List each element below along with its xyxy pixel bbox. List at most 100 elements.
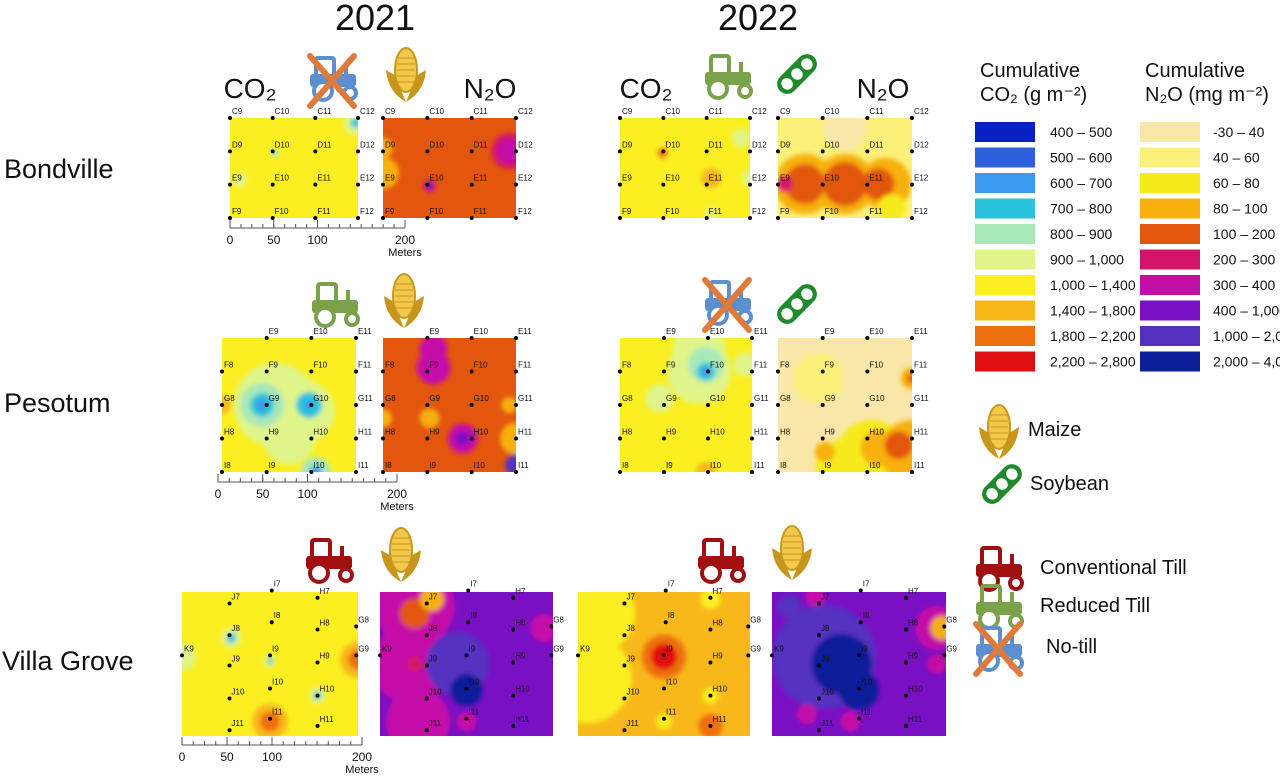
sample-point (820, 369, 825, 374)
point-label: I10 (469, 677, 481, 686)
tractor-icon (306, 538, 354, 584)
gas-label: N₂O (857, 73, 910, 104)
sample-point (865, 470, 870, 474)
point-label: K9 (774, 644, 784, 653)
sample-point (514, 116, 518, 120)
no-till-cross (702, 277, 752, 333)
sample-point (622, 728, 627, 733)
sample-point (942, 624, 947, 629)
sample-point (662, 336, 666, 340)
point-label: F11 (754, 361, 768, 370)
sample-point (618, 436, 622, 441)
point-label: J7 (429, 593, 438, 602)
contour-blob (907, 373, 912, 384)
sample-point (425, 470, 430, 474)
point-label: F8 (780, 361, 790, 370)
sample-point (315, 723, 320, 728)
sample-point (313, 116, 318, 120)
contour-blob (350, 118, 358, 128)
point-label: G8 (946, 616, 957, 625)
tractor-cab (316, 282, 338, 304)
point-label: D11 (474, 140, 489, 149)
sample-point (816, 696, 821, 701)
point-label: D11 (709, 140, 724, 149)
point-label: J7 (232, 593, 241, 602)
point-label: E9 (622, 174, 632, 183)
sample-point (511, 693, 516, 698)
sample-point (706, 403, 710, 407)
contour-blob (823, 118, 867, 150)
sample-point (576, 653, 580, 658)
sample-point (381, 149, 385, 154)
legend-label: 80 – 100 (1213, 201, 1268, 217)
tractor-wheel (308, 562, 330, 584)
sample-point (776, 116, 780, 120)
contour-blob (505, 454, 516, 472)
point-label: H8 (780, 428, 791, 437)
symbol-label: Reduced Till (1040, 595, 1150, 617)
maize-leaf (404, 296, 424, 328)
sample-point (356, 149, 360, 154)
sample-point (425, 182, 430, 187)
maize-leaf (386, 70, 406, 102)
point-label: H7 (320, 587, 331, 596)
sample-point (514, 216, 518, 220)
sample-point (425, 216, 430, 220)
legend-label: 60 – 80 (1213, 175, 1260, 191)
sample-point (514, 436, 518, 441)
sample-point (381, 216, 385, 220)
point-label: H10 (320, 685, 335, 694)
point-label: G9 (429, 394, 440, 403)
map-contours (383, 338, 516, 472)
point-label: C11 (474, 107, 489, 116)
sample-point (816, 601, 821, 606)
point-label: I11 (272, 708, 283, 717)
point-label: F9 (666, 361, 676, 370)
sample-point (315, 693, 320, 698)
year-heading: 2022 (718, 0, 798, 38)
sample-point (910, 369, 914, 374)
legend-swatch (975, 300, 1035, 321)
point-label: H7 (712, 587, 723, 596)
point-label: I11 (754, 461, 765, 470)
sample-point (514, 369, 518, 374)
point-label: C9 (385, 107, 396, 116)
sample-point (857, 716, 861, 721)
tractor-wheel (700, 562, 722, 584)
contour-blob (419, 408, 440, 429)
point-label: E11 (754, 327, 768, 336)
point-label: C12 (914, 107, 929, 116)
heat-map (778, 118, 912, 218)
sample-point (511, 627, 516, 632)
point-label: E12 (914, 174, 929, 183)
point-label: D10 (825, 140, 840, 149)
legend-label: 800 – 900 (1050, 226, 1112, 242)
point-label: F8 (385, 361, 395, 370)
sample-point (750, 436, 754, 441)
point-label: I10 (869, 461, 881, 470)
sample-point (820, 436, 825, 441)
point-label: E12 (518, 174, 533, 183)
point-label: F10 (825, 207, 839, 216)
sample-point (228, 149, 232, 154)
legend-title: N₂O (mg m⁻²) (1145, 84, 1269, 106)
sample-point (464, 716, 469, 721)
tractor-cab (702, 538, 724, 560)
sample-point (663, 620, 668, 625)
sample-point (865, 116, 870, 120)
sample-point (662, 686, 666, 691)
heat-map (383, 338, 516, 472)
sample-point (776, 470, 780, 474)
legend-label: -30 – 40 (1213, 124, 1265, 140)
contour-blob (645, 384, 674, 413)
scale-tick-label: 100 (262, 750, 282, 764)
point-label: E10 (474, 327, 489, 336)
sample-point (858, 620, 863, 625)
heat-map (383, 118, 516, 218)
point-label: D11 (869, 140, 884, 149)
sample-point (910, 336, 914, 340)
point-label: I10 (861, 677, 873, 686)
sample-point (910, 216, 914, 220)
sample-point (776, 436, 780, 441)
